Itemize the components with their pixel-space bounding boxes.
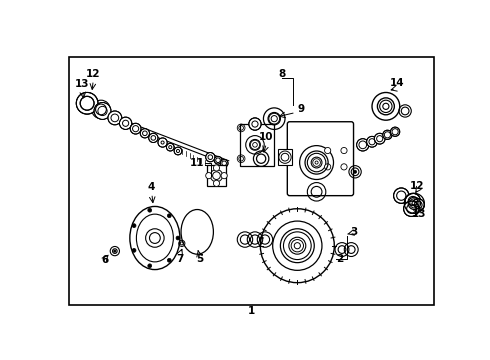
Text: 5: 5	[196, 254, 203, 264]
Circle shape	[174, 147, 182, 155]
Text: 7: 7	[176, 254, 183, 264]
Circle shape	[168, 214, 171, 218]
Text: 13: 13	[74, 79, 89, 89]
Text: 14: 14	[390, 78, 405, 88]
Circle shape	[405, 193, 420, 209]
Circle shape	[341, 148, 347, 154]
Text: 11: 11	[190, 158, 204, 167]
Circle shape	[353, 170, 357, 173]
Circle shape	[76, 93, 98, 114]
Circle shape	[94, 103, 111, 120]
Ellipse shape	[130, 206, 180, 270]
Circle shape	[383, 130, 392, 139]
Circle shape	[206, 172, 212, 179]
Circle shape	[357, 139, 369, 151]
Circle shape	[158, 138, 167, 147]
Circle shape	[324, 148, 331, 154]
Text: 13: 13	[412, 209, 426, 219]
Circle shape	[108, 111, 122, 125]
Circle shape	[412, 199, 424, 211]
Circle shape	[176, 236, 180, 240]
Circle shape	[130, 123, 141, 134]
Circle shape	[374, 133, 385, 144]
FancyBboxPatch shape	[287, 122, 354, 195]
Circle shape	[114, 250, 116, 252]
Circle shape	[168, 258, 171, 262]
Circle shape	[391, 127, 400, 136]
Circle shape	[149, 133, 158, 143]
Circle shape	[140, 129, 149, 138]
Text: 6: 6	[101, 255, 108, 265]
Text: 10: 10	[259, 132, 274, 142]
Circle shape	[367, 136, 377, 147]
Text: 2: 2	[336, 254, 343, 264]
Circle shape	[260, 209, 334, 283]
Ellipse shape	[181, 210, 214, 254]
Bar	[240, 124, 274, 166]
Text: 3: 3	[350, 227, 357, 237]
Circle shape	[393, 188, 409, 203]
Text: 4: 4	[147, 182, 155, 192]
Bar	[207, 165, 226, 186]
Circle shape	[404, 201, 419, 216]
Text: 1: 1	[247, 306, 255, 316]
Bar	[278, 149, 292, 165]
Circle shape	[148, 264, 152, 268]
Circle shape	[132, 224, 136, 228]
Circle shape	[341, 164, 347, 170]
Circle shape	[214, 156, 222, 164]
Circle shape	[221, 172, 227, 179]
Text: 8: 8	[278, 69, 286, 79]
Circle shape	[213, 165, 220, 171]
Circle shape	[206, 153, 215, 162]
Circle shape	[324, 164, 331, 170]
Circle shape	[249, 118, 261, 130]
Text: 12: 12	[86, 69, 100, 79]
Bar	[69, 57, 434, 305]
Text: 9: 9	[297, 104, 305, 114]
Circle shape	[220, 159, 228, 167]
Text: 12: 12	[410, 181, 424, 191]
Circle shape	[167, 143, 174, 151]
Circle shape	[213, 180, 220, 186]
Ellipse shape	[136, 214, 173, 262]
Circle shape	[120, 117, 132, 130]
Circle shape	[148, 208, 152, 212]
Circle shape	[132, 248, 136, 252]
